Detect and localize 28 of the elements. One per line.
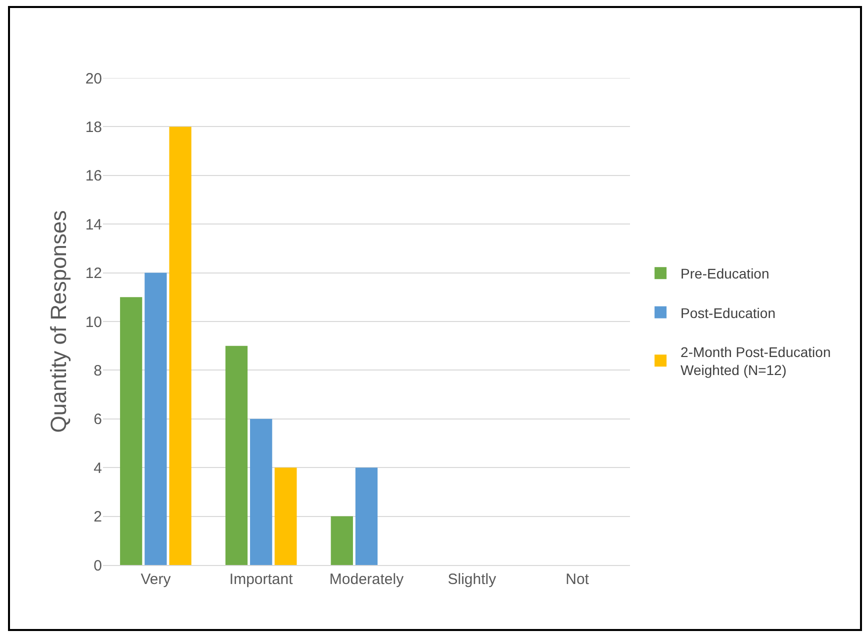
y-tick-label: 10 (85, 314, 102, 331)
x-tick-label: Very (140, 571, 172, 588)
y-tick-label: 4 (94, 460, 102, 477)
bar (169, 126, 192, 565)
y-tick-label: 8 (94, 362, 102, 380)
y-tick-label: 16 (85, 168, 102, 185)
bar (274, 468, 297, 565)
y-tick-label: 6 (94, 411, 102, 428)
legend-label: Pre-Education (680, 266, 770, 282)
bar (120, 297, 142, 565)
x-tick-label: Not (566, 571, 590, 588)
y-tick-label: 14 (85, 216, 102, 234)
y-axis-title: Quantity of Responses (46, 210, 72, 433)
y-tick-label: 12 (85, 265, 102, 282)
bar (330, 516, 353, 565)
bar (355, 468, 378, 565)
y-tick-label: 20 (85, 70, 102, 88)
bar (250, 418, 272, 565)
bar (225, 346, 248, 565)
x-tick-label: Important (229, 571, 294, 588)
x-tick-label: Slightly (448, 571, 497, 588)
bar (144, 272, 167, 565)
y-tick-label: 18 (85, 118, 102, 136)
legend-label: 2-Month Post-Education Weighted (N=12) (680, 344, 831, 378)
x-tick-label: Moderately (329, 571, 404, 588)
y-tick-label: 0 (94, 557, 102, 574)
y-tick-label: 2 (94, 508, 102, 526)
legend-label: Post-Education (680, 304, 776, 321)
